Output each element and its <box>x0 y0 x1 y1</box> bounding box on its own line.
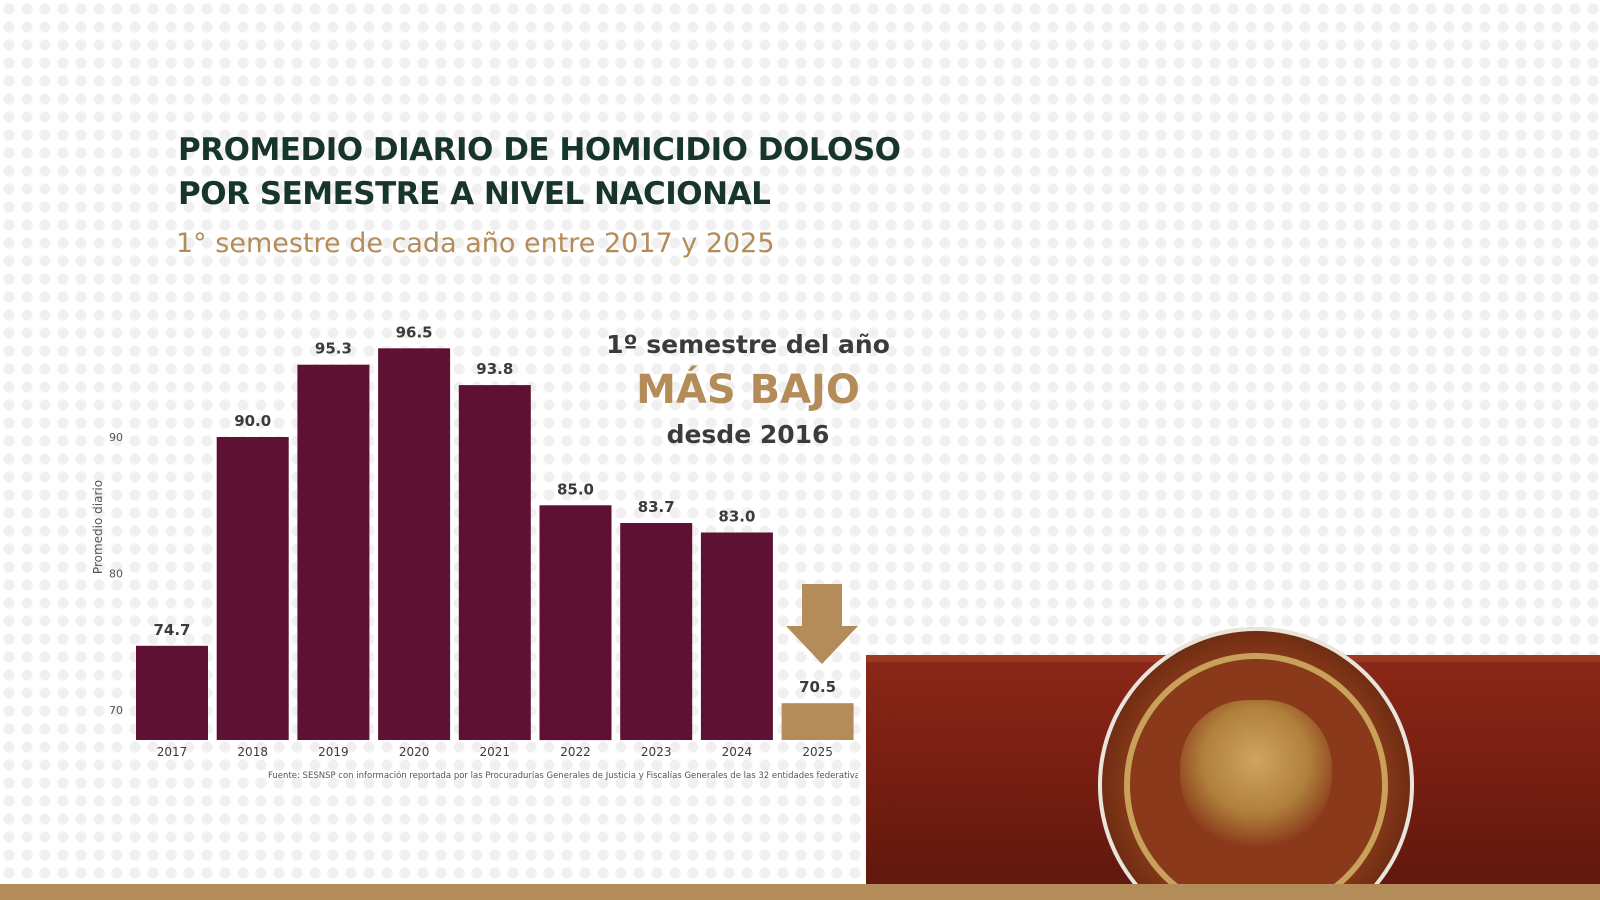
bar-2018 <box>216 437 289 740</box>
value-label-2018: 90.0 <box>234 412 271 430</box>
y-axis-label: Promedio diario <box>91 480 105 574</box>
bar-2019 <box>297 364 370 740</box>
bar-2022 <box>539 505 612 741</box>
down-arrow-icon <box>786 584 858 664</box>
value-label-2025: 70.5 <box>799 678 836 696</box>
value-label-2024: 83.0 <box>718 508 755 526</box>
callout-line-2: MÁS BAJO <box>636 367 860 413</box>
chart-title-line-1: PROMEDIO DIARIO DE HOMICIDIO DOLOSO <box>178 132 901 168</box>
bar-2020 <box>378 348 451 740</box>
callout-line-1: 1º semestre del año <box>606 330 890 359</box>
eagle-emblem-icon <box>1180 700 1332 850</box>
x-tick-label-2021: 2021 <box>480 745 511 759</box>
callout-line-3: desde 2016 <box>666 420 830 449</box>
value-label-2023: 83.7 <box>638 498 675 516</box>
seal-ring <box>1124 653 1388 900</box>
source-note: Fuente: SESNSP con información reportada… <box>268 771 858 781</box>
value-label-2020: 96.5 <box>396 323 433 341</box>
y-tick-label-80: 80 <box>109 568 123 581</box>
bar-2025 <box>781 703 854 740</box>
x-tick-label-2018: 2018 <box>237 745 268 759</box>
x-tick-label-2023: 2023 <box>641 745 672 759</box>
bar-chart: 74.7 90.0 95.3 96.5 93.8 85.0 83.7 83.0 70.5 201… <box>91 323 858 759</box>
chart-title: PROMEDIO DIARIO DE HOMICIDIO DOLOSO POR … <box>178 128 958 216</box>
bottom-color-band <box>0 884 1600 900</box>
bar-2024 <box>700 532 773 740</box>
bar-2017 <box>136 645 208 740</box>
x-tick-label-2019: 2019 <box>318 745 349 759</box>
y-tick-label-90: 90 <box>109 431 123 444</box>
x-tick-label-group: 2017 2018 2019 2020 2021 2022 2023 2024 2025 <box>157 745 833 759</box>
y-tick-label-70: 70 <box>109 704 123 717</box>
x-tick-label-2025: 2025 <box>802 745 833 759</box>
chart-subtitle: 1° semestre de cada año entre 2017 y 202… <box>176 228 775 259</box>
y-tick-label-group: 70 80 90 <box>109 431 123 717</box>
chart-title-line-2: POR SEMESTRE A NIVEL NACIONAL <box>178 176 771 212</box>
value-label-group: 74.7 90.0 95.3 96.5 93.8 85.0 83.7 83.0 70.5 <box>153 323 836 696</box>
bar-2021 <box>458 385 531 740</box>
x-tick-label-2017: 2017 <box>157 745 188 759</box>
value-label-2017: 74.7 <box>153 621 190 639</box>
x-tick-label-2024: 2024 <box>722 745 753 759</box>
value-label-2019: 95.3 <box>315 340 352 358</box>
value-label-2022: 85.0 <box>557 480 594 498</box>
value-label-2021: 93.8 <box>476 360 513 378</box>
x-tick-label-2020: 2020 <box>399 745 430 759</box>
x-tick-label-2022: 2022 <box>560 745 591 759</box>
bar-2023 <box>620 523 693 740</box>
highlight-callout: 1º semestre del año MÁS BAJO desde 2016 <box>568 328 928 452</box>
bar-group <box>136 348 854 741</box>
